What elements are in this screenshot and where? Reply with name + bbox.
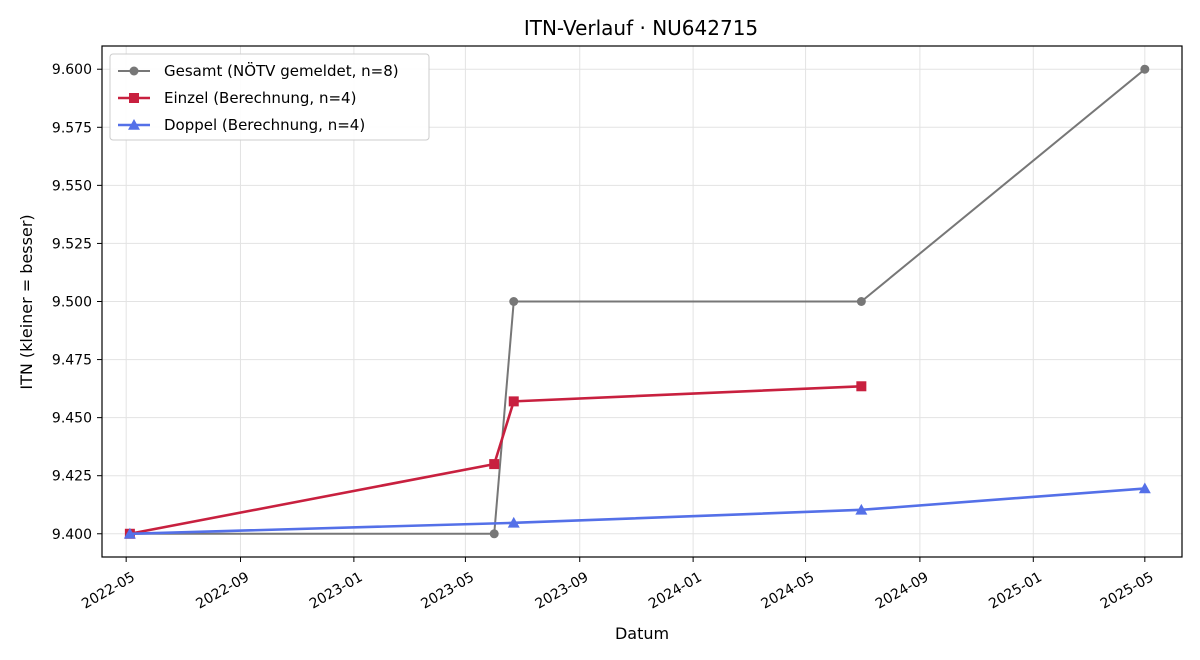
data-point xyxy=(489,529,499,539)
legend-label: Doppel (Berechnung, n=4) xyxy=(164,116,365,134)
y-tick-label: 9.550 xyxy=(52,178,92,194)
data-point xyxy=(509,297,519,306)
y-tick-label: 9.575 xyxy=(52,120,92,136)
series-line xyxy=(129,487,1145,536)
legend-entry: Doppel (Berechnung, n=4) xyxy=(118,116,365,134)
y-tick-label: 9.600 xyxy=(52,62,92,78)
data-point xyxy=(508,396,519,407)
data-point xyxy=(123,527,136,539)
data-point xyxy=(856,381,867,392)
y-tick-label: 9.500 xyxy=(52,295,92,311)
legend-marker xyxy=(128,119,140,130)
data-point xyxy=(856,297,866,306)
series-layer xyxy=(123,64,1151,539)
legend-entry: Einzel (Berechnung, n=4) xyxy=(118,89,356,107)
data-point xyxy=(1138,482,1151,494)
series-line xyxy=(129,384,862,536)
y-tick-label: 9.400 xyxy=(52,527,92,543)
tick-layer: 2022-05 2022-09 2023-01 2023-05 2023-09 2024-… xyxy=(52,62,1157,612)
legend-label: Gesamt (NÖTV gemeldet, n=8) xyxy=(164,61,399,80)
x-tick-label: 2022-05 xyxy=(79,569,138,612)
y-axis-title: ITN (kleiner = besser) xyxy=(17,214,36,389)
x-tick-label: 2024-05 xyxy=(759,569,818,612)
legend-marker xyxy=(129,93,139,103)
y-tick-label: 9.525 xyxy=(52,236,92,252)
data-point xyxy=(507,516,520,528)
x-tick-label: 2023-01 xyxy=(307,569,366,612)
legend-entry: Gesamt (NÖTV gemeldet, n=8) xyxy=(118,61,399,80)
y-tick-label: 9.450 xyxy=(52,411,92,427)
legend-marker xyxy=(129,66,139,76)
y-tick-label: 9.475 xyxy=(52,353,92,369)
x-tick-label: 2024-01 xyxy=(646,569,705,612)
data-point xyxy=(489,459,500,470)
data-point xyxy=(1140,64,1150,74)
legend-label: Einzel (Berechnung, n=4) xyxy=(164,89,356,107)
x-tick-label: 2023-09 xyxy=(533,569,592,612)
chart-title: ITN-Verlauf · NU642715 xyxy=(524,16,758,40)
x-tick-label: 2024-09 xyxy=(873,569,932,612)
x-axis-title: Datum xyxy=(615,624,669,643)
x-tick-label: 2025-05 xyxy=(1098,569,1157,612)
x-tick-label: 2023-05 xyxy=(418,569,477,612)
series-triangle xyxy=(123,482,1151,539)
data-point xyxy=(855,503,868,515)
y-tick-label: 9.425 xyxy=(52,469,92,485)
x-tick-label: 2025-01 xyxy=(986,569,1045,612)
legend: Gesamt (NÖTV gemeldet, n=8) Einzel (Berec… xyxy=(109,53,430,141)
legend-box xyxy=(109,53,430,141)
x-tick-label: 2022-09 xyxy=(193,569,252,612)
